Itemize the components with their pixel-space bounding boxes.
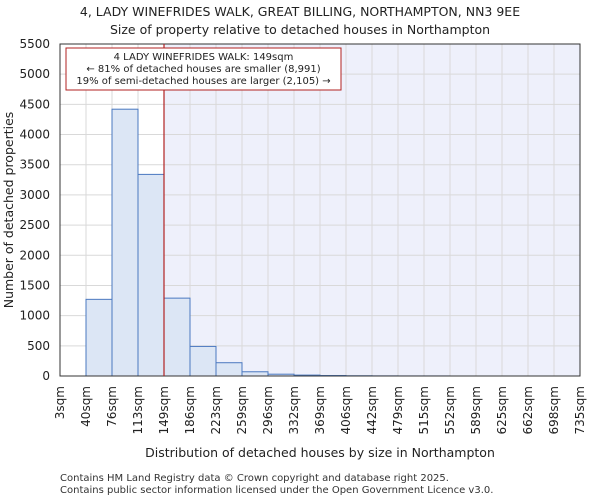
histogram-chart: 0 500 1000 1500 2000 2500 3000 3500 4000 4500 5000… [1, 37, 587, 460]
y-tick-label: 1000 [19, 309, 50, 323]
histogram-bar [163, 297, 191, 377]
x-tick-label: 515sqm [417, 386, 431, 434]
y-tick-label: 2500 [19, 218, 50, 232]
y-tick-label: 4000 [19, 128, 50, 142]
y-tick-label: 2000 [19, 248, 50, 262]
x-tick-label: 113sqm [131, 386, 145, 434]
x-tick-label: 625sqm [495, 386, 509, 434]
x-tick-label: 662sqm [521, 386, 535, 434]
y-tick-label: 5500 [19, 37, 50, 51]
histogram-bar [85, 298, 113, 377]
y-tick-label: 3000 [19, 188, 50, 202]
y-tick-label: 5000 [19, 67, 50, 81]
annotation-line: ← 81% of detached houses are smaller (8,… [86, 64, 320, 75]
x-tick-label: 589sqm [469, 386, 483, 434]
histogram-bar [215, 362, 243, 377]
x-tick-label: 332sqm [287, 386, 301, 434]
x-tick-label: 149sqm [157, 386, 171, 434]
annotation-box [65, 47, 342, 91]
x-tick-label: 296sqm [261, 386, 275, 434]
x-tick-label: 76sqm [105, 386, 119, 427]
chart-title: 4, LADY WINEFRIDES WALK, GREAT BILLING, … [79, 4, 521, 19]
histogram-bar [241, 371, 269, 377]
histogram-bar [111, 108, 139, 377]
y-tick-label: 0 [42, 369, 50, 383]
x-tick-label: 406sqm [339, 386, 353, 434]
histogram-bar [137, 173, 165, 377]
x-tick-label: 40sqm [79, 386, 93, 427]
y-axis-label: Number of detached properties [1, 112, 16, 309]
annotation-line: 19% of semi-detached houses are larger (… [76, 76, 330, 87]
footer-line-1: Contains HM Land Registry data © Crown c… [60, 473, 449, 484]
y-tick-label: 500 [27, 339, 50, 353]
y-tick-label: 3500 [19, 158, 50, 172]
x-tick-label: 552sqm [443, 386, 457, 434]
plot-frame [59, 43, 581, 377]
x-tick-label: 442sqm [365, 386, 379, 434]
x-tick-label: 259sqm [235, 386, 249, 434]
annotation-line: 4 LADY WINEFRIDES WALK: 149sqm [114, 52, 294, 63]
x-tick-label: 186sqm [183, 386, 197, 434]
y-tick-label: 4500 [19, 97, 50, 111]
x-tick-label: 479sqm [391, 386, 405, 434]
x-axis-label: Distribution of detached houses by size … [145, 445, 495, 460]
x-tick-label: 369sqm [313, 386, 327, 434]
histogram-bar [189, 345, 217, 377]
chart-subtitle: Size of property relative to detached ho… [109, 22, 491, 37]
x-tick-label: 3sqm [53, 386, 67, 419]
footer-line-2: Contains public sector information licen… [60, 485, 494, 496]
x-tick-label: 735sqm [573, 386, 587, 434]
x-tick-label: 223sqm [209, 386, 223, 434]
x-tick-label: 698sqm [547, 386, 561, 434]
y-tick-label: 1500 [19, 278, 50, 292]
